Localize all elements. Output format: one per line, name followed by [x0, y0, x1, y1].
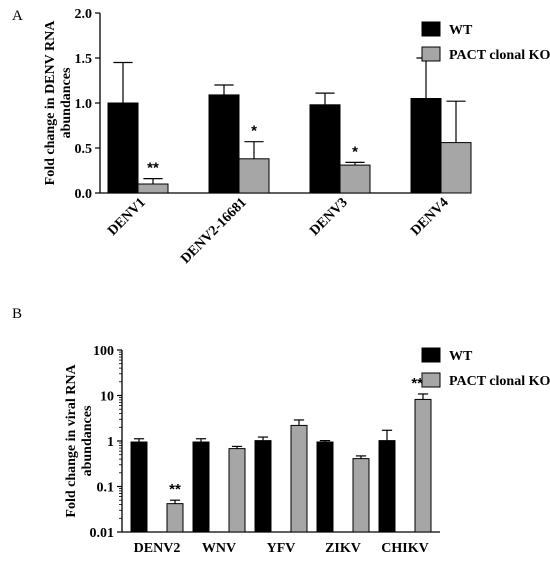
- legend-swatch: [421, 21, 441, 37]
- significance-label: *: [251, 123, 257, 140]
- bar-wt: [254, 440, 272, 533]
- category-label: DENV4: [408, 195, 452, 239]
- y-tick-label: 1.0: [75, 97, 93, 112]
- legend-swatch: [421, 46, 441, 62]
- y-tick-label: 10: [100, 390, 114, 405]
- significance-label: *: [352, 143, 358, 160]
- panel-letter: A: [12, 8, 23, 24]
- y-tick-label: 0.0: [75, 187, 93, 202]
- category-label: YFV: [267, 541, 296, 556]
- y-tick-label: 100: [93, 344, 114, 359]
- category-label: DENV2-16681: [178, 195, 250, 267]
- legend-label: PACT clonal KO: [449, 48, 550, 63]
- bar-wt: [378, 440, 396, 533]
- legend-swatch: [421, 372, 441, 388]
- bar-pact-clonal-ko: [228, 448, 246, 533]
- y-axis-label-line: abundances: [80, 405, 95, 476]
- y-tick-label: 1.5: [75, 52, 93, 67]
- y-tick-label: 2.0: [75, 7, 93, 22]
- category-label: DENV2: [134, 541, 181, 556]
- panel-letter: B: [12, 306, 22, 322]
- bar-wt: [410, 98, 442, 194]
- panel-b: B Fold change in viral RNAabundances 0.01 0…: [12, 306, 550, 556]
- legend-label: PACT clonal KO: [449, 374, 550, 389]
- bar-pact-clonal-ko: [238, 158, 270, 194]
- category-label: DENV1: [105, 195, 149, 239]
- y-tick-label: 0.1: [97, 481, 115, 496]
- bar-wt: [107, 102, 139, 194]
- bar-pact-clonal-ko: [352, 458, 370, 533]
- significance-label: **: [147, 160, 159, 177]
- y-axis-label: Fold change in DENV RNAabundances: [43, 20, 74, 186]
- bar-wt: [130, 441, 148, 533]
- category-label: ZIKV: [325, 541, 361, 556]
- category-label: CHIKV: [381, 541, 428, 556]
- bar-pact-clonal-ko: [440, 142, 472, 194]
- category-label: WNV: [202, 541, 236, 556]
- y-axis-label: Fold change in viral RNAabundances: [64, 364, 95, 518]
- category-label: DENV3: [307, 195, 351, 239]
- bar-wt: [309, 104, 341, 194]
- bar-pact-clonal-ko: [414, 398, 432, 533]
- bar-wt: [316, 441, 334, 533]
- y-axis-label-line: Fold change in viral RNA: [64, 364, 79, 518]
- bar-wt: [192, 441, 210, 533]
- y-tick-label: 0.5: [75, 142, 93, 157]
- bar-pact-clonal-ko: [290, 424, 308, 533]
- y-tick-label: 0.01: [90, 526, 115, 541]
- legend-label: WT: [449, 23, 473, 38]
- y-axis-label-line: Fold change in DENV RNA: [43, 20, 58, 186]
- bar-pact-clonal-ko: [166, 503, 184, 533]
- bar-wt: [208, 94, 240, 194]
- y-tick-label: 1: [107, 435, 114, 450]
- bar-pact-clonal-ko: [137, 183, 169, 194]
- legend-label: WT: [449, 349, 473, 364]
- significance-label: **: [169, 481, 181, 498]
- y-axis-label-line: abundances: [59, 67, 74, 138]
- legend-swatch: [421, 347, 441, 363]
- bar-pact-clonal-ko: [339, 164, 371, 194]
